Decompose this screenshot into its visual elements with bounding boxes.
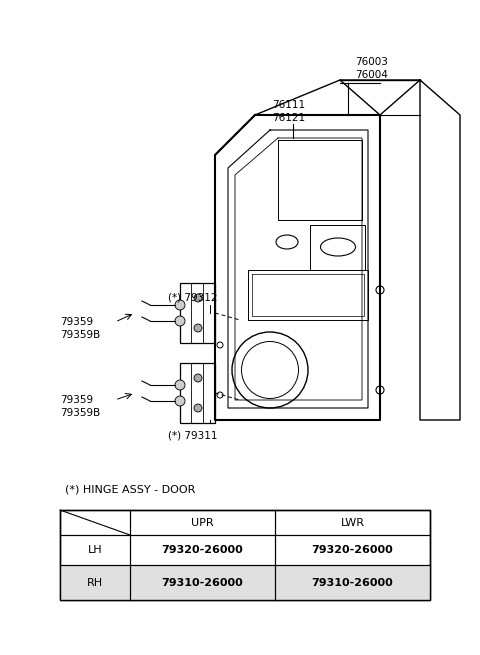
Text: 76111: 76111 — [272, 100, 305, 110]
Text: 76003: 76003 — [355, 57, 388, 67]
Bar — [180, 363, 215, 423]
Circle shape — [194, 294, 202, 302]
Text: 76121: 76121 — [272, 113, 305, 123]
Text: 79359: 79359 — [60, 317, 93, 327]
Circle shape — [194, 404, 202, 412]
Text: 79320-26000: 79320-26000 — [312, 545, 394, 555]
Circle shape — [194, 324, 202, 332]
Text: RH: RH — [87, 578, 103, 588]
Bar — [60, 565, 430, 600]
Text: 79310-26000: 79310-26000 — [162, 578, 243, 588]
Text: 79359B: 79359B — [60, 330, 100, 340]
Text: 76004: 76004 — [355, 70, 388, 80]
Circle shape — [175, 300, 185, 310]
Bar — [60, 510, 430, 600]
Circle shape — [175, 380, 185, 390]
Text: LH: LH — [88, 545, 102, 555]
Text: 79359: 79359 — [60, 395, 93, 405]
Bar — [60, 510, 430, 600]
Text: (*) 79311: (*) 79311 — [168, 430, 217, 440]
Text: UPR: UPR — [191, 517, 214, 527]
Circle shape — [175, 316, 185, 326]
Text: (*) 79312: (*) 79312 — [168, 293, 217, 303]
Text: (*) HINGE ASSY - DOOR: (*) HINGE ASSY - DOOR — [65, 485, 195, 495]
Text: 79359B: 79359B — [60, 408, 100, 418]
Text: LWR: LWR — [340, 517, 364, 527]
Text: 79310-26000: 79310-26000 — [312, 578, 394, 588]
Bar — [180, 283, 215, 343]
Circle shape — [175, 396, 185, 406]
Circle shape — [194, 374, 202, 382]
Text: 79320-26000: 79320-26000 — [162, 545, 243, 555]
